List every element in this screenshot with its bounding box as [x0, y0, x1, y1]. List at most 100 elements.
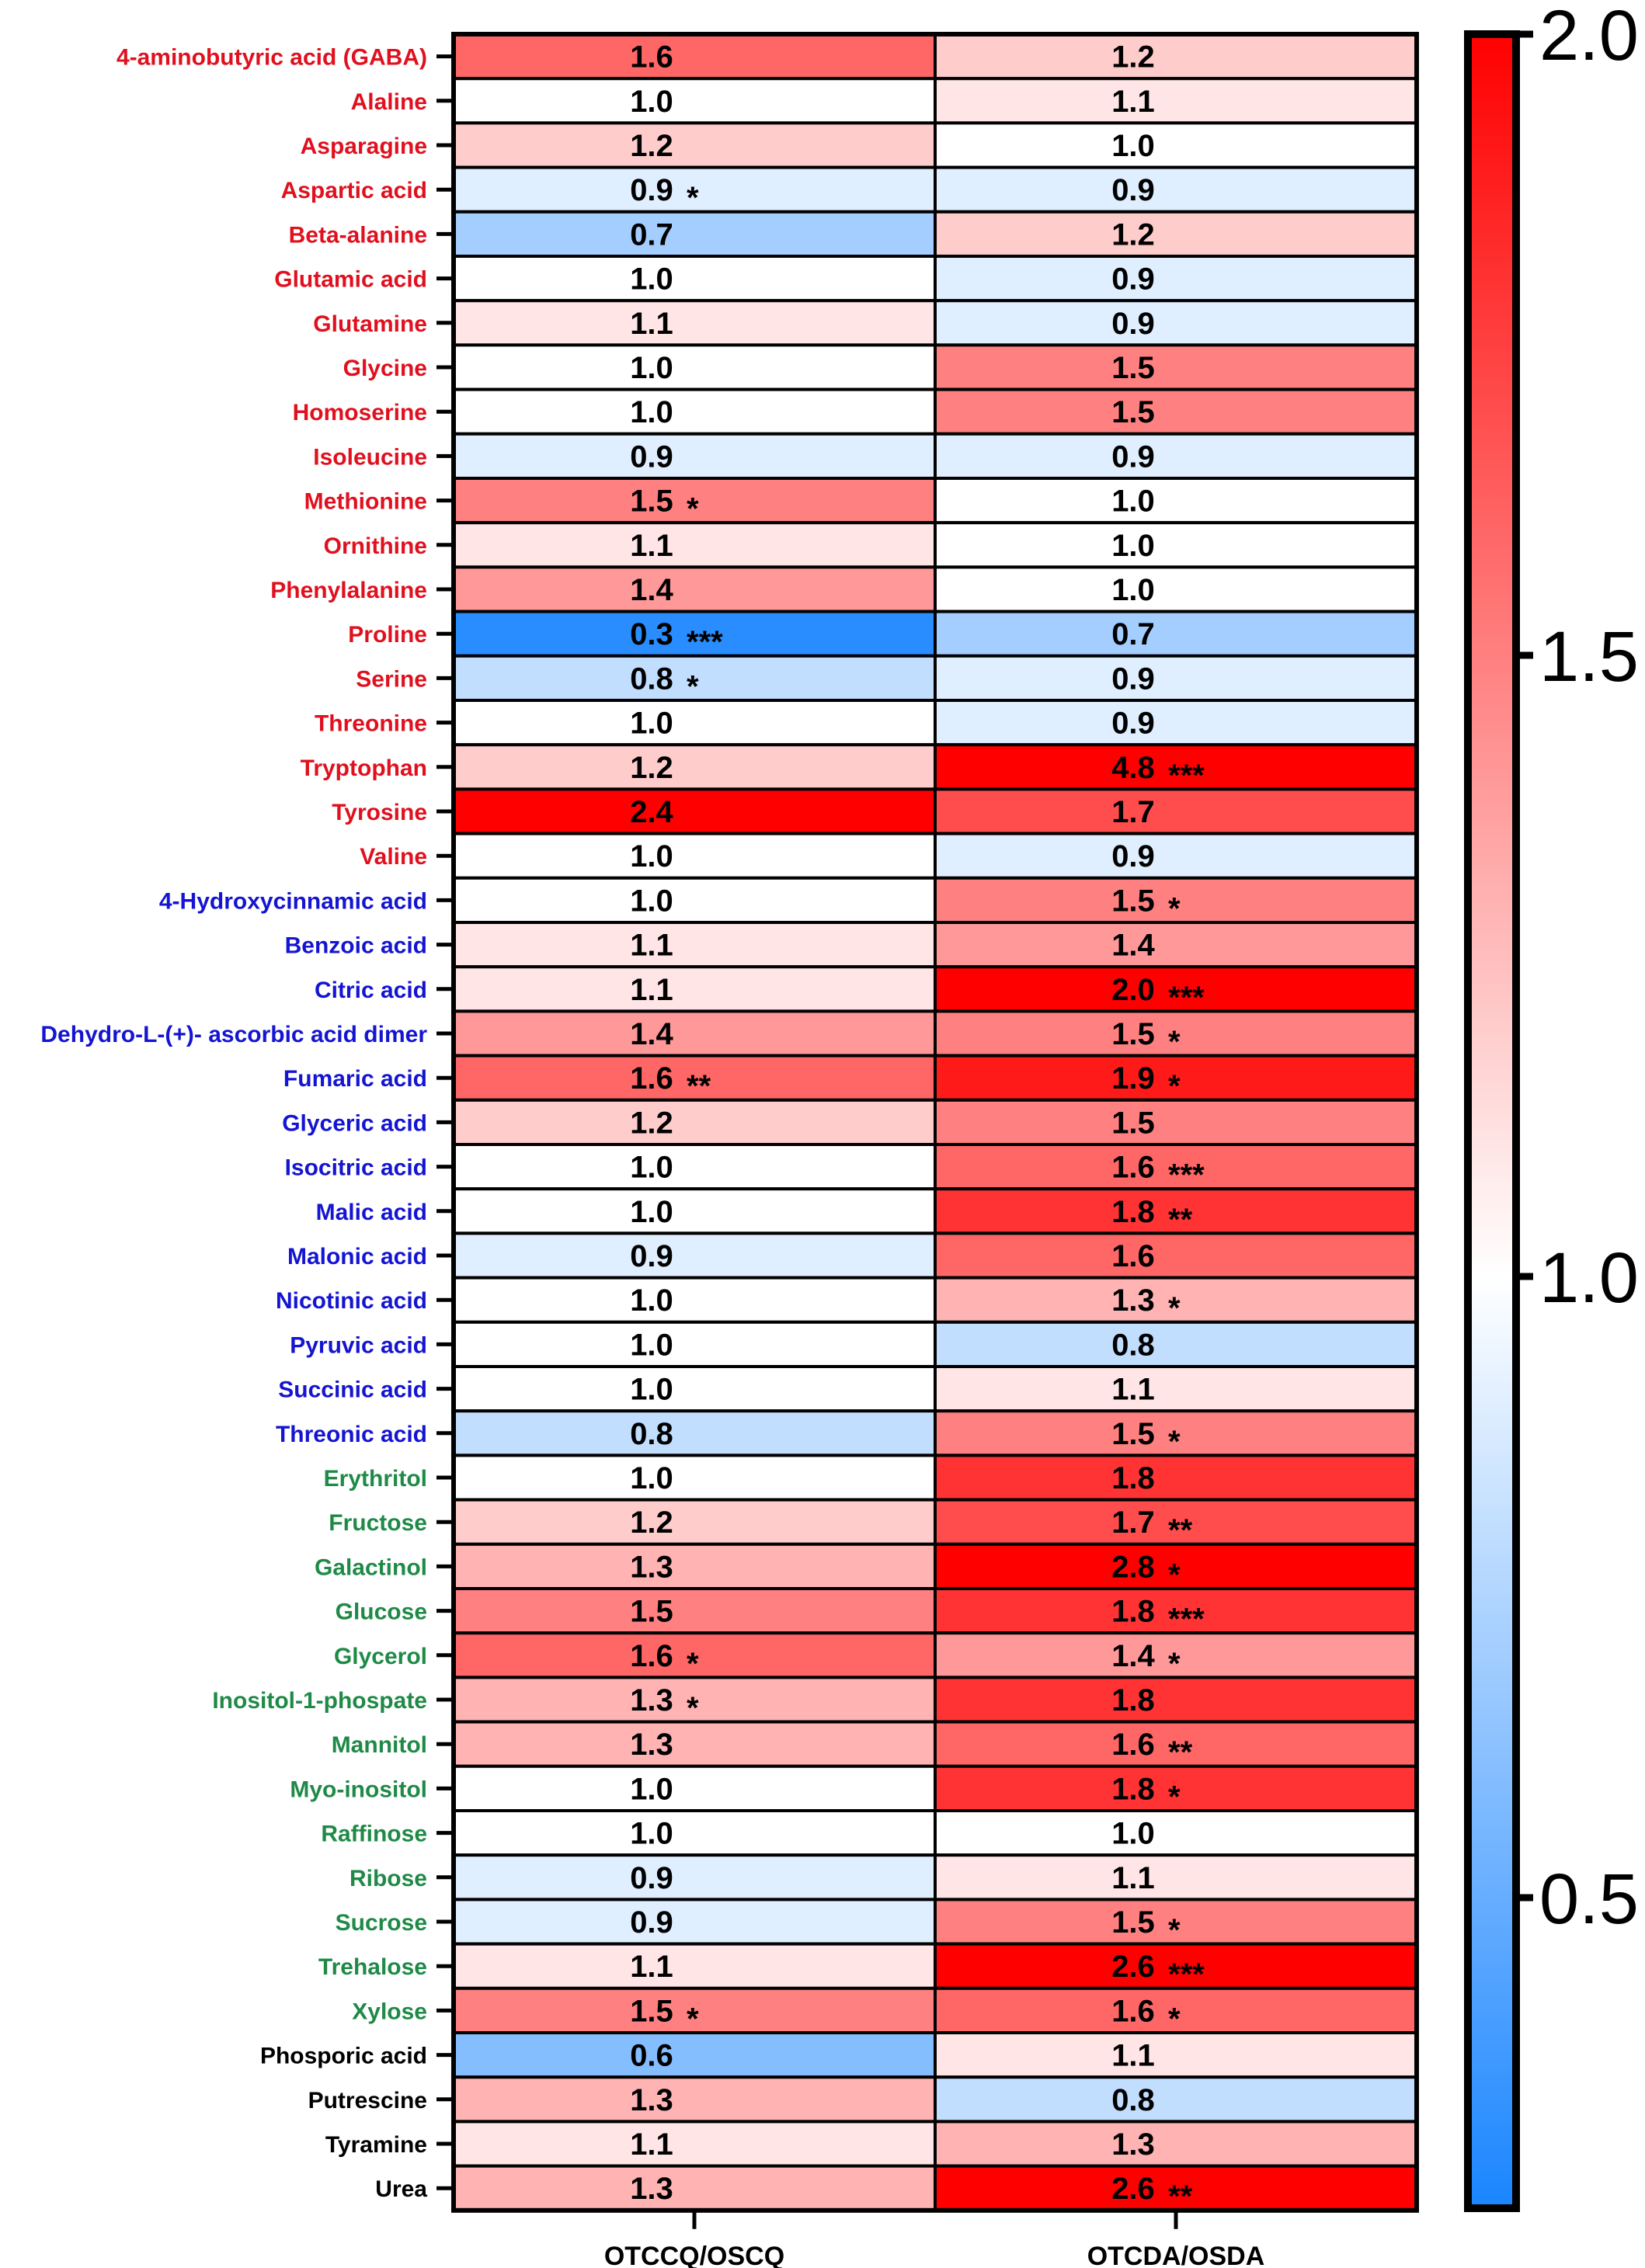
significance-mark: **: [687, 1069, 711, 1103]
cell-value: 1.5: [1111, 351, 1155, 385]
heatmap-cell: [452, 1320, 937, 1369]
significance-mark: **: [1168, 1513, 1193, 1547]
cell-value: 1.1: [630, 529, 673, 563]
cell-value: 1.8: [1111, 1461, 1155, 1495]
cell-value: 0.6: [630, 2039, 673, 2073]
cell-value: 1.7: [1111, 795, 1155, 829]
cell-value: 1.1: [1111, 2039, 1155, 2073]
cell-value: 1.5: [1111, 1017, 1155, 1051]
significance-mark: *: [687, 1691, 699, 1725]
row-label: Isoleucine: [313, 444, 427, 470]
cell-value: 1.1: [630, 2127, 673, 2162]
heatmap-cell: [934, 2031, 1418, 2079]
row-label: Putrescine: [308, 2088, 427, 2113]
cell-value: 1.2: [1111, 217, 1155, 252]
cell-value: 0.8: [630, 1417, 673, 1451]
heatmap-cell: [452, 832, 937, 880]
heatmap-cell: [934, 299, 1418, 347]
column-label: OTCDA/OSDA: [1087, 2242, 1265, 2268]
heatmap-cell: [934, 699, 1418, 747]
significance-mark: ***: [1168, 981, 1205, 1015]
heatmap-cell: [452, 343, 937, 391]
cell-value: 1.2: [630, 1106, 673, 1140]
cell-value: 2.0: [1111, 973, 1155, 1007]
cell-value: 1.3: [630, 1683, 673, 1717]
cell-value: 0.9: [1111, 707, 1155, 741]
cell-value: 1.1: [1111, 1373, 1155, 1407]
colorbar-gradient: [1464, 30, 1520, 2212]
heatmap-cell: [452, 1853, 937, 1902]
heatmap-cell: [934, 654, 1418, 702]
heatmap-cell: [452, 787, 937, 835]
significance-mark: *: [1168, 891, 1181, 926]
heatmap-cell: [452, 1187, 937, 1235]
heatmap-cell: [934, 1587, 1418, 1635]
row-label: Threonic acid: [276, 1422, 427, 1447]
column-labels: OTCCQ/OSCQ OTCDA/OSDA: [604, 2210, 1265, 2268]
cell-value: 1.3: [1111, 1283, 1155, 1318]
cell-value: 1.2: [1111, 40, 1155, 75]
heatmap-cell: [934, 343, 1418, 391]
cell-value: 1.0: [630, 351, 673, 385]
row-label: Glycerol: [334, 1644, 427, 1669]
cell-value: 1.1: [1111, 1861, 1155, 1895]
heatmap-cells: 1.6 1.2 1.0 1.1 1.2 1.0 0.9 * 0.9 0.7 1.2 1.0 0.9 1.1…: [451, 32, 1419, 2214]
heatmap-cell: [452, 1809, 937, 1857]
heatmap-cell: [934, 2164, 1418, 2212]
row-label: Glutamic acid: [274, 267, 427, 293]
row-label: Glucose: [336, 1599, 427, 1625]
cell-value: 2.6: [1111, 2172, 1155, 2206]
heatmap-cell: [934, 255, 1418, 303]
cell-value: 1.0: [1111, 485, 1155, 519]
heatmap-cell: [452, 2120, 937, 2168]
heatmap-cell: [452, 2075, 937, 2124]
cell-value: 1.3: [1111, 2127, 1155, 2162]
heatmap-cell: [452, 699, 937, 747]
heatmap-cell: [452, 255, 937, 303]
cell-value: 0.3: [630, 617, 673, 651]
heatmap-cell: [452, 1542, 937, 1591]
significance-mark: ***: [1168, 1158, 1205, 1193]
heatmap-cell: [452, 1365, 937, 1413]
significance-mark: *: [687, 181, 699, 215]
cell-value: 1.2: [630, 129, 673, 163]
cell-value: 0.8: [630, 662, 673, 696]
heatmap-cell: [452, 1143, 937, 1191]
cell-value: 1.6: [1111, 1239, 1155, 1273]
cell-value: 1.1: [630, 307, 673, 341]
cell-value: 1.0: [1111, 529, 1155, 563]
row-label: Tyrosine: [332, 800, 427, 825]
heatmap-cell: [934, 1809, 1418, 1857]
row-labels: 4-aminobutyric acid (GABA) Alaline Asparag…: [40, 45, 454, 2202]
heatmap-cell: [934, 876, 1418, 925]
heatmap-cell: [934, 1409, 1418, 1457]
row-label: Myo-inositol: [290, 1777, 427, 1802]
heatmap-cell: [934, 1720, 1418, 1768]
row-label: Glycine: [343, 356, 427, 381]
cell-value: 2.4: [630, 795, 673, 829]
row-label: Ornithine: [324, 533, 427, 559]
colorbar: 0.5 1.0 1.5 2.0: [1464, 0, 1639, 2212]
cell-value: 1.4: [630, 573, 673, 607]
cell-value: 1.8: [1111, 1195, 1155, 1229]
significance-mark: ***: [1168, 1603, 1205, 1637]
cell-value: 0.7: [1111, 617, 1155, 651]
cell-value: 1.5: [630, 1994, 673, 2028]
significance-mark: *: [1168, 1025, 1181, 1059]
row-label: Erythritol: [324, 1466, 427, 1492]
cell-value: 1.0: [630, 85, 673, 119]
cell-value: 1.3: [630, 2172, 673, 2206]
cell-value: 1.5: [1111, 395, 1155, 429]
row-label: Phenylalanine: [270, 578, 427, 603]
row-label: Glutamine: [313, 311, 427, 337]
heatmap-cell: [452, 77, 937, 125]
cell-value: 0.8: [1111, 2083, 1155, 2117]
heatmap-cell: [934, 210, 1418, 258]
heatmap-cell: [452, 1409, 937, 1457]
cell-value: 1.1: [1111, 85, 1155, 119]
cell-value: 1.3: [630, 1728, 673, 1762]
cell-value: 1.0: [1111, 1817, 1155, 1851]
cell-value: 1.0: [630, 1772, 673, 1806]
heatmap-cell: [934, 77, 1418, 125]
significance-mark: *: [687, 2002, 699, 2036]
